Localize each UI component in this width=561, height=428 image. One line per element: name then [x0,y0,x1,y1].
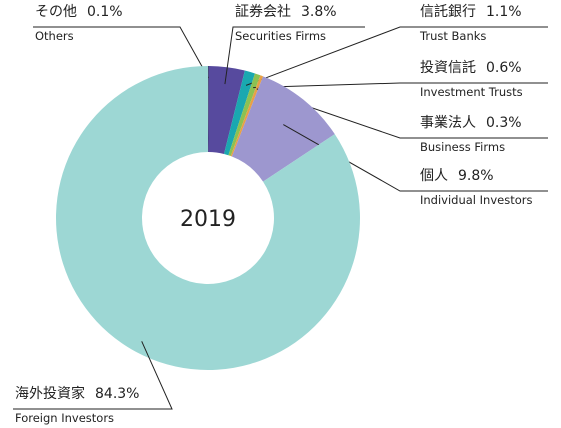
slice-label: 個人 9.8% [420,168,494,184]
leader-line [245,26,548,86]
leader-line [13,341,173,410]
category-name-en: Others [35,29,74,43]
slice-label: 投資信託 0.6% [420,60,522,76]
category-name: 証券会社 [235,4,291,20]
slice-label: 信託銀行 1.1% [420,4,522,20]
category-name-en: Investment Trusts [420,85,523,99]
category-name: 投資信託 [420,60,476,76]
category-name: その他 [35,4,77,20]
value-label: 3.8% [301,4,337,20]
category-name-en: Individual Investors [420,193,532,207]
slice-label: 海外投資家 84.3% [15,385,139,402]
value-label: 0.1% [87,4,123,20]
donut-slice [231,76,335,182]
center-label: 2019 [180,207,236,232]
category-name-en: Securities Firms [235,29,326,43]
category-name-en: Trust Banks [419,29,486,43]
value-label: 0.6% [486,60,522,76]
donut-slice [208,66,245,154]
value-label: 0.3% [486,115,522,131]
donut-slice [230,75,264,157]
leader-line [33,26,209,79]
donut-slice [55,66,360,370]
value-label: 84.3% [95,386,139,402]
value-label: 1.1% [486,4,522,20]
slice-label: 事業法人 0.3% [420,115,522,131]
category-name-en: Foreign Investors [15,411,114,425]
category-name-en: Business Firms [420,140,505,154]
category-name: 海外投資家 [15,385,85,402]
slice-label: その他 0.1% [35,4,123,20]
category-name: 個人 [420,168,448,184]
category-name: 信託銀行 [420,4,476,20]
value-label: 9.8% [458,168,494,184]
donut-slice [208,66,209,153]
category-name: 事業法人 [420,115,476,131]
donut-slice [228,73,261,157]
donut-slice [224,70,255,156]
leader-line [253,82,548,89]
leader-line [224,26,365,85]
slice-label: 証券会社 3.8% [235,4,337,20]
